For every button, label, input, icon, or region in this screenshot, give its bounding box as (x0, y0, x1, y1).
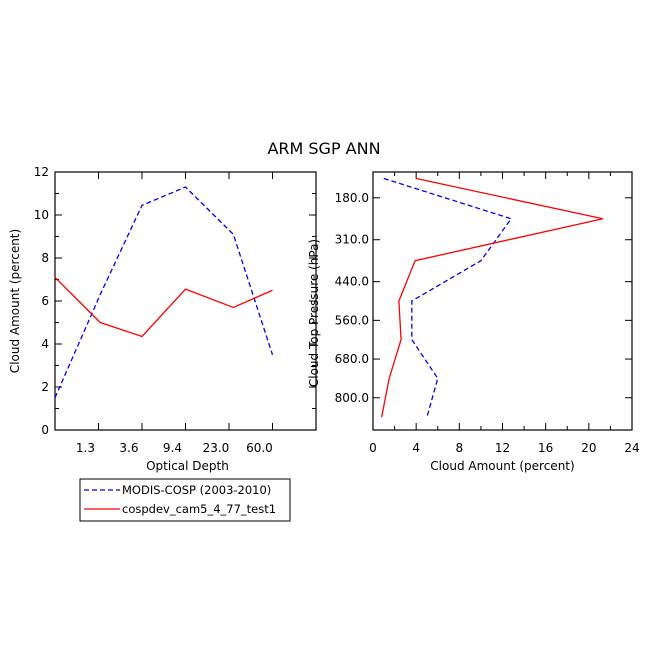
right-ytick-label: 310.0 (335, 233, 369, 247)
left-xtick-label: 60.0 (246, 441, 273, 455)
right-xtick-label: 8 (456, 441, 464, 455)
right-ylabel: Cloud Top Pressure (hPa) (307, 239, 321, 387)
left-xtick-label: 3.6 (119, 441, 138, 455)
left-ytick-label: 4 (41, 337, 49, 351)
left-ytick-label: 0 (41, 423, 49, 437)
legend-label-modis: MODIS-COSP (2003-2010) (122, 483, 271, 497)
left-series-line-modis (54, 186, 274, 399)
legend-label-cam: cospdev_cam5_4_77_test1 (122, 502, 276, 516)
right-xtick-label: 20 (581, 441, 596, 455)
left-ylabel: Cloud Amount (percent) (8, 229, 22, 373)
left-panel: 0 2 4 6 8 10 12 1.3 3.6 9.4 23.0 60.0 Optical Depth C… (8, 165, 317, 473)
right-series-line-cam (380, 177, 604, 418)
right-xlabel: Cloud Amount (percent) (430, 459, 574, 473)
left-ytick-label: 8 (41, 251, 49, 265)
left-ytick-label: 2 (41, 380, 49, 394)
right-xtick-label: 4 (412, 441, 420, 455)
left-xtick-label: 23.0 (203, 441, 230, 455)
left-ytick-label: 12 (34, 165, 49, 179)
right-ytick-label: 440.0 (335, 275, 369, 289)
left-xlabel: Optical Depth (146, 459, 229, 473)
right-xtick-label: 24 (624, 441, 639, 455)
right-ytick-label: 680.0 (335, 352, 369, 366)
left-plot-frame (54, 171, 317, 431)
legend-box (79, 478, 291, 522)
left-ytick-label: 6 (41, 294, 49, 308)
right-ytick-label: 800.0 (335, 391, 369, 405)
right-ytick-label: 560.0 (335, 313, 369, 327)
right-xtick-label: 16 (538, 441, 553, 455)
left-ytick-label: 10 (34, 208, 49, 222)
left-series-line-cam (54, 276, 273, 338)
legend: MODIS-COSP (2003-2010) cospdev_cam5_4_77… (79, 478, 291, 522)
right-xtick-label: 12 (495, 441, 510, 455)
left-xtick-label: 9.4 (163, 441, 182, 455)
right-panel: 0 4 8 12 16 20 24 180.0 310.0 440.0 560.0 680.0 800.… (307, 171, 640, 473)
left-xtick-label: 1.3 (76, 441, 95, 455)
chart-title: ARM SGP ANN (267, 139, 380, 158)
right-ytick-label: 180.0 (335, 191, 369, 205)
right-xtick-label: 0 (369, 441, 377, 455)
right-series-line-modis (383, 177, 513, 418)
